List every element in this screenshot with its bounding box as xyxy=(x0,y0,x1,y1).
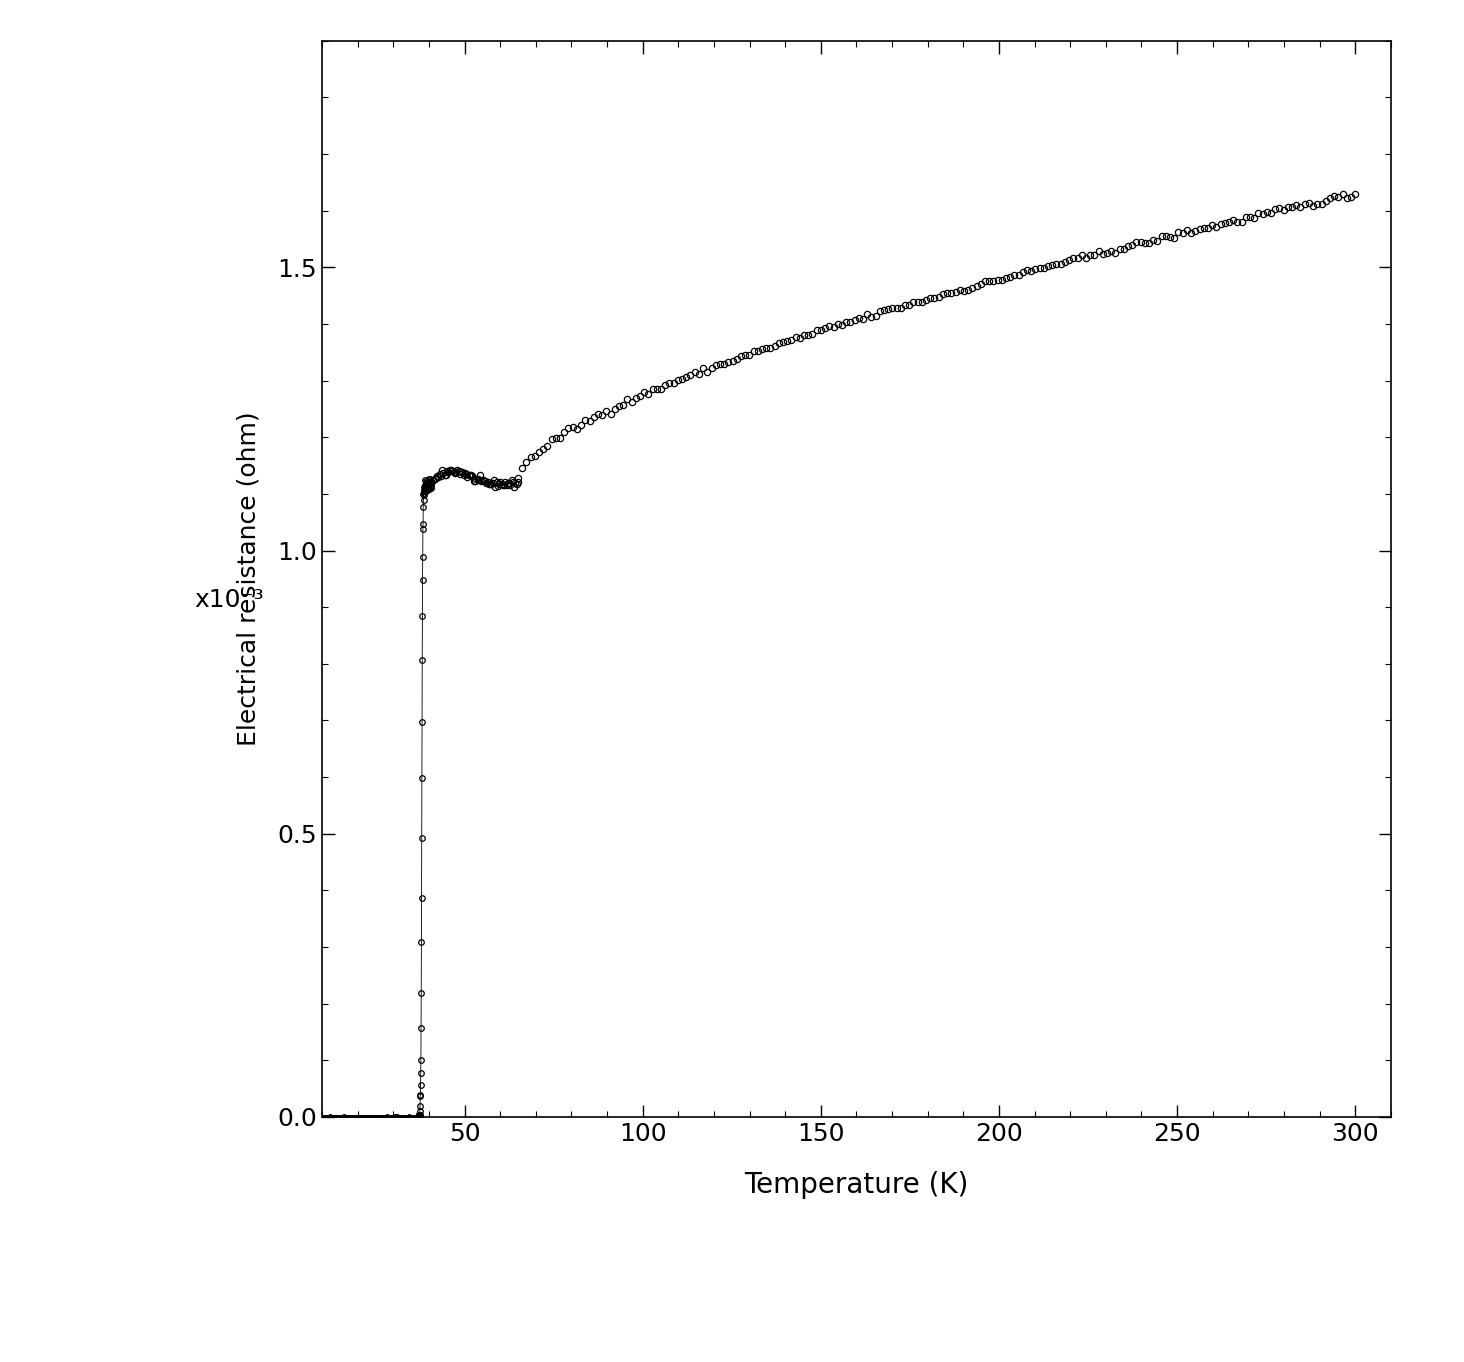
X-axis label: Temperature (K): Temperature (K) xyxy=(744,1171,969,1199)
Text: x10⁻³: x10⁻³ xyxy=(193,588,264,613)
Y-axis label: Electrical resistance (ohm): Electrical resistance (ohm) xyxy=(237,411,261,746)
